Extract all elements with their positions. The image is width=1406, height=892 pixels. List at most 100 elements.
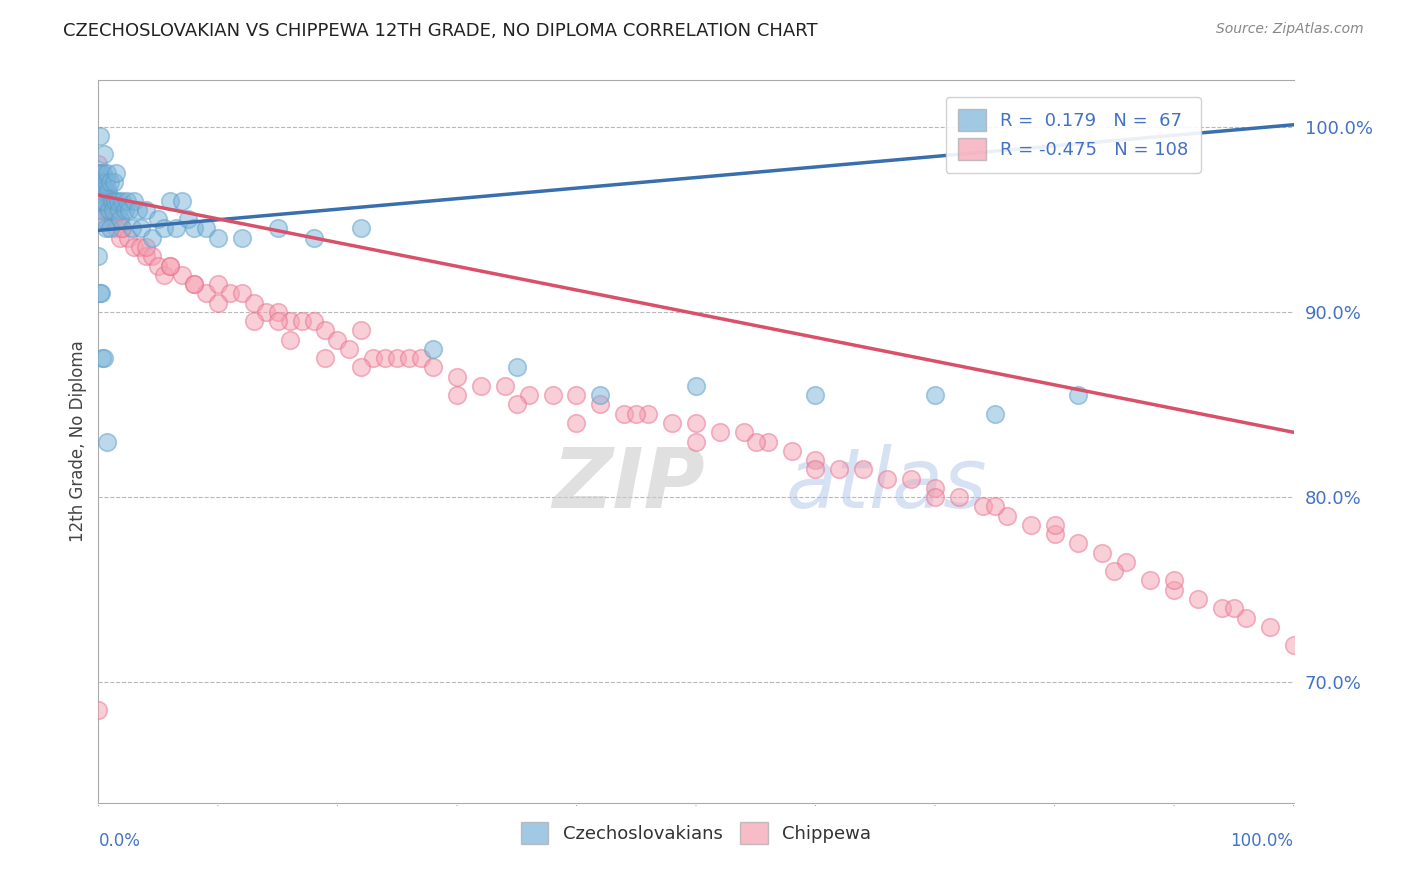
Point [924,481,946,495]
Point [87,175,110,189]
Point [1187,592,1209,607]
Point [422,342,444,356]
Point [108,231,131,245]
Point [135,249,157,263]
Point [1163,582,1185,597]
Point [87,202,110,217]
Point [153,221,176,235]
Point [1104,564,1126,578]
Point [90,194,112,208]
Point [1067,388,1090,402]
Point [470,379,492,393]
Point [177,212,200,227]
Point [315,323,337,337]
Point [291,314,314,328]
Point [267,305,290,319]
Point [828,462,851,476]
Point [105,221,128,235]
Point [98,221,122,235]
Point [565,388,588,402]
Point [94,185,117,199]
Point [87,249,110,263]
Point [207,231,229,245]
Point [984,500,1007,514]
Point [195,221,218,235]
Text: 100.0%: 100.0% [1230,831,1294,850]
Point [613,407,636,421]
Point [709,425,731,440]
Point [90,166,112,180]
Point [506,360,529,375]
Point [135,240,157,254]
Point [159,259,181,273]
Point [1091,546,1114,560]
Y-axis label: 12th Grade, No Diploma: 12th Grade, No Diploma [69,341,87,542]
Point [1211,601,1233,615]
Point [89,128,111,143]
Point [104,194,127,208]
Point [165,221,187,235]
Point [97,185,120,199]
Point [780,443,803,458]
Point [852,462,875,476]
Point [148,212,170,227]
Point [93,212,115,227]
Point [804,388,827,402]
Point [91,194,114,208]
Point [207,295,229,310]
Point [111,221,134,235]
Point [685,416,707,430]
Point [494,379,516,393]
Point [90,286,112,301]
Point [350,360,373,375]
Point [172,268,194,282]
Point [1115,555,1137,569]
Point [111,194,134,208]
Point [107,194,129,208]
Point [96,434,118,449]
Legend: Czechoslovakians, Chippewa: Czechoslovakians, Chippewa [506,808,886,859]
Point [105,166,128,180]
Point [153,268,176,282]
Point [129,240,152,254]
Point [135,202,157,217]
Point [1139,574,1161,588]
Point [100,194,122,208]
Point [446,388,468,402]
Point [422,360,444,375]
Point [172,194,194,208]
Point [446,369,468,384]
Point [1223,601,1246,615]
Point [506,397,529,411]
Point [924,490,946,504]
Point [948,490,970,504]
Point [89,175,111,189]
Text: atlas: atlas [786,444,987,525]
Point [159,194,181,208]
Point [411,351,433,366]
Point [326,333,349,347]
Point [107,202,129,217]
Point [302,314,325,328]
Point [98,202,122,217]
Point [89,202,111,217]
Point [517,388,540,402]
Point [243,295,266,310]
Point [87,166,110,180]
Point [89,286,111,301]
Point [124,240,146,254]
Point [94,221,117,235]
Point [1043,527,1066,541]
Point [93,194,115,208]
Point [876,472,898,486]
Point [745,434,768,449]
Point [541,388,564,402]
Point [159,259,181,273]
Point [91,351,114,366]
Point [101,212,124,227]
Point [141,249,163,263]
Point [339,342,361,356]
Point [108,212,131,227]
Point [219,286,242,301]
Point [93,351,115,366]
